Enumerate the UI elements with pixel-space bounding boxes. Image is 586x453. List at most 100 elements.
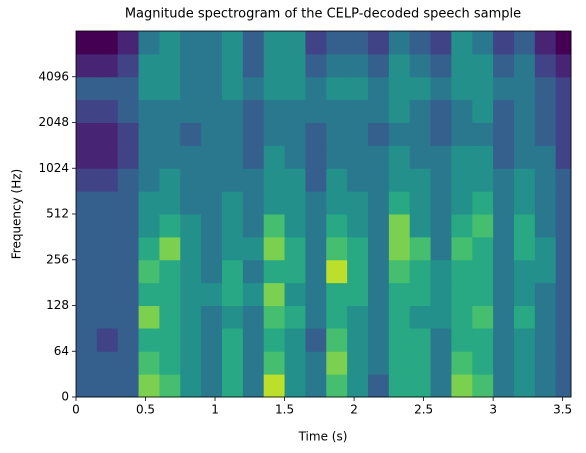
spectrogram-cell — [409, 282, 432, 306]
spectrogram-cell — [555, 122, 572, 146]
spectrogram-cell — [242, 259, 265, 284]
spectrogram-cell — [388, 305, 411, 329]
spectrogram-cell — [555, 31, 572, 55]
spectrogram-cell — [305, 53, 327, 78]
spectrogram-cell — [493, 328, 515, 352]
spectrogram-cell — [138, 328, 160, 352]
spectrogram-cell — [555, 328, 572, 352]
spectrogram-cell — [347, 99, 369, 123]
spectrogram-cell — [76, 282, 98, 306]
spectrogram-cell — [493, 214, 515, 238]
spectrogram-cell — [96, 53, 119, 78]
spectrogram-cell — [284, 214, 306, 238]
spectrogram-cell — [242, 99, 265, 123]
spectrogram-cell — [430, 31, 452, 55]
spectrogram-cell — [284, 99, 306, 123]
spectrogram-cell — [451, 259, 473, 284]
spectrogram-cell — [347, 191, 369, 215]
spectrogram-cell — [284, 168, 306, 192]
spectrogram-cell — [117, 236, 140, 261]
spectrogram-cell — [513, 328, 536, 352]
spectrogram-cell — [263, 99, 286, 123]
spectrogram-cell — [138, 305, 160, 329]
spectrogram-cell — [284, 305, 306, 329]
spectrogram-cell — [409, 122, 432, 146]
spectrogram-cell — [117, 259, 140, 284]
spectrogram-cell — [201, 214, 223, 238]
spectrogram-cell — [305, 305, 327, 329]
spectrogram-cell — [472, 99, 494, 123]
spectrogram-cell — [367, 214, 390, 238]
spectrogram-cell — [493, 145, 515, 169]
spectrogram-cell — [388, 168, 411, 192]
spectrogram-cell — [221, 374, 244, 398]
spectrogram-cell — [96, 351, 119, 375]
spectrogram-cell — [138, 282, 160, 306]
spectrogram-cell — [534, 122, 557, 146]
spectrogram-cell — [284, 122, 306, 146]
spectrogram-cell — [76, 236, 98, 261]
spectrogram-cell — [388, 99, 411, 123]
spectrogram-cell — [263, 214, 286, 238]
spectrogram-cell — [221, 53, 244, 78]
spectrogram-cell — [409, 236, 432, 261]
spectrogram-cell — [493, 191, 515, 215]
x-tick-label: 3 — [489, 403, 497, 417]
spectrogram-cell — [76, 122, 98, 146]
spectrogram-cell — [305, 259, 327, 284]
spectrogram-cell — [326, 53, 348, 78]
spectrogram-cell — [138, 99, 160, 123]
spectrogram-cell — [326, 31, 348, 55]
spectrogram-cell — [221, 145, 244, 169]
spectrogram-cell — [430, 122, 452, 146]
spectrogram-cell — [96, 236, 119, 261]
y-tick-label: 2048 — [38, 115, 69, 129]
heatmap — [76, 31, 572, 398]
chart-title: Magnitude spectrogram of the CELP-decode… — [125, 7, 521, 22]
spectrogram-cell — [180, 259, 202, 284]
spectrogram-cell — [138, 145, 160, 169]
spectrogram-cell — [430, 351, 452, 375]
spectrogram-cell — [242, 305, 265, 329]
spectrogram-cell — [242, 351, 265, 375]
spectrogram-cell — [493, 305, 515, 329]
spectrogram-cell — [76, 214, 98, 238]
spectrogram-cell — [263, 374, 286, 398]
spectrogram-cell — [117, 214, 140, 238]
spectrogram-cell — [284, 236, 306, 261]
spectrogram-cell — [180, 305, 202, 329]
spectrogram-cell — [201, 76, 223, 101]
spectrogram-cell — [513, 374, 536, 398]
spectrogram-cell — [263, 145, 286, 169]
spectrogram-cell — [534, 259, 557, 284]
spectrogram-cell — [347, 351, 369, 375]
spectrogram-cell — [305, 168, 327, 192]
spectrogram-cell — [242, 282, 265, 306]
spectrogram-cell — [513, 214, 536, 238]
spectrogram-cell — [221, 259, 244, 284]
spectrogram-cell — [409, 305, 432, 329]
spectrogram-cell — [388, 145, 411, 169]
spectrogram-cell — [117, 31, 140, 55]
spectrogram-cell — [242, 168, 265, 192]
spectrogram-cell — [534, 236, 557, 261]
spectrogram-cell — [451, 282, 473, 306]
spectrogram-cell — [284, 53, 306, 78]
spectrogram-cell — [534, 351, 557, 375]
spectrogram-cell — [326, 145, 348, 169]
spectrogram-cell — [409, 259, 432, 284]
spectrogram-cell — [159, 328, 181, 352]
spectrogram-cell — [180, 282, 202, 306]
spectrogram-cell — [472, 168, 494, 192]
spectrogram-cell — [201, 236, 223, 261]
spectrogram-cell — [242, 53, 265, 78]
spectrogram-cell — [201, 305, 223, 329]
spectrogram-cell — [451, 31, 473, 55]
spectrogram-cell — [555, 259, 572, 284]
spectrogram-cell — [201, 259, 223, 284]
spectrogram-cell — [263, 191, 286, 215]
spectrogram-cell — [284, 328, 306, 352]
spectrogram-cell — [76, 328, 98, 352]
spectrogram-cell — [180, 122, 202, 146]
y-tick-label: 1024 — [38, 161, 69, 175]
